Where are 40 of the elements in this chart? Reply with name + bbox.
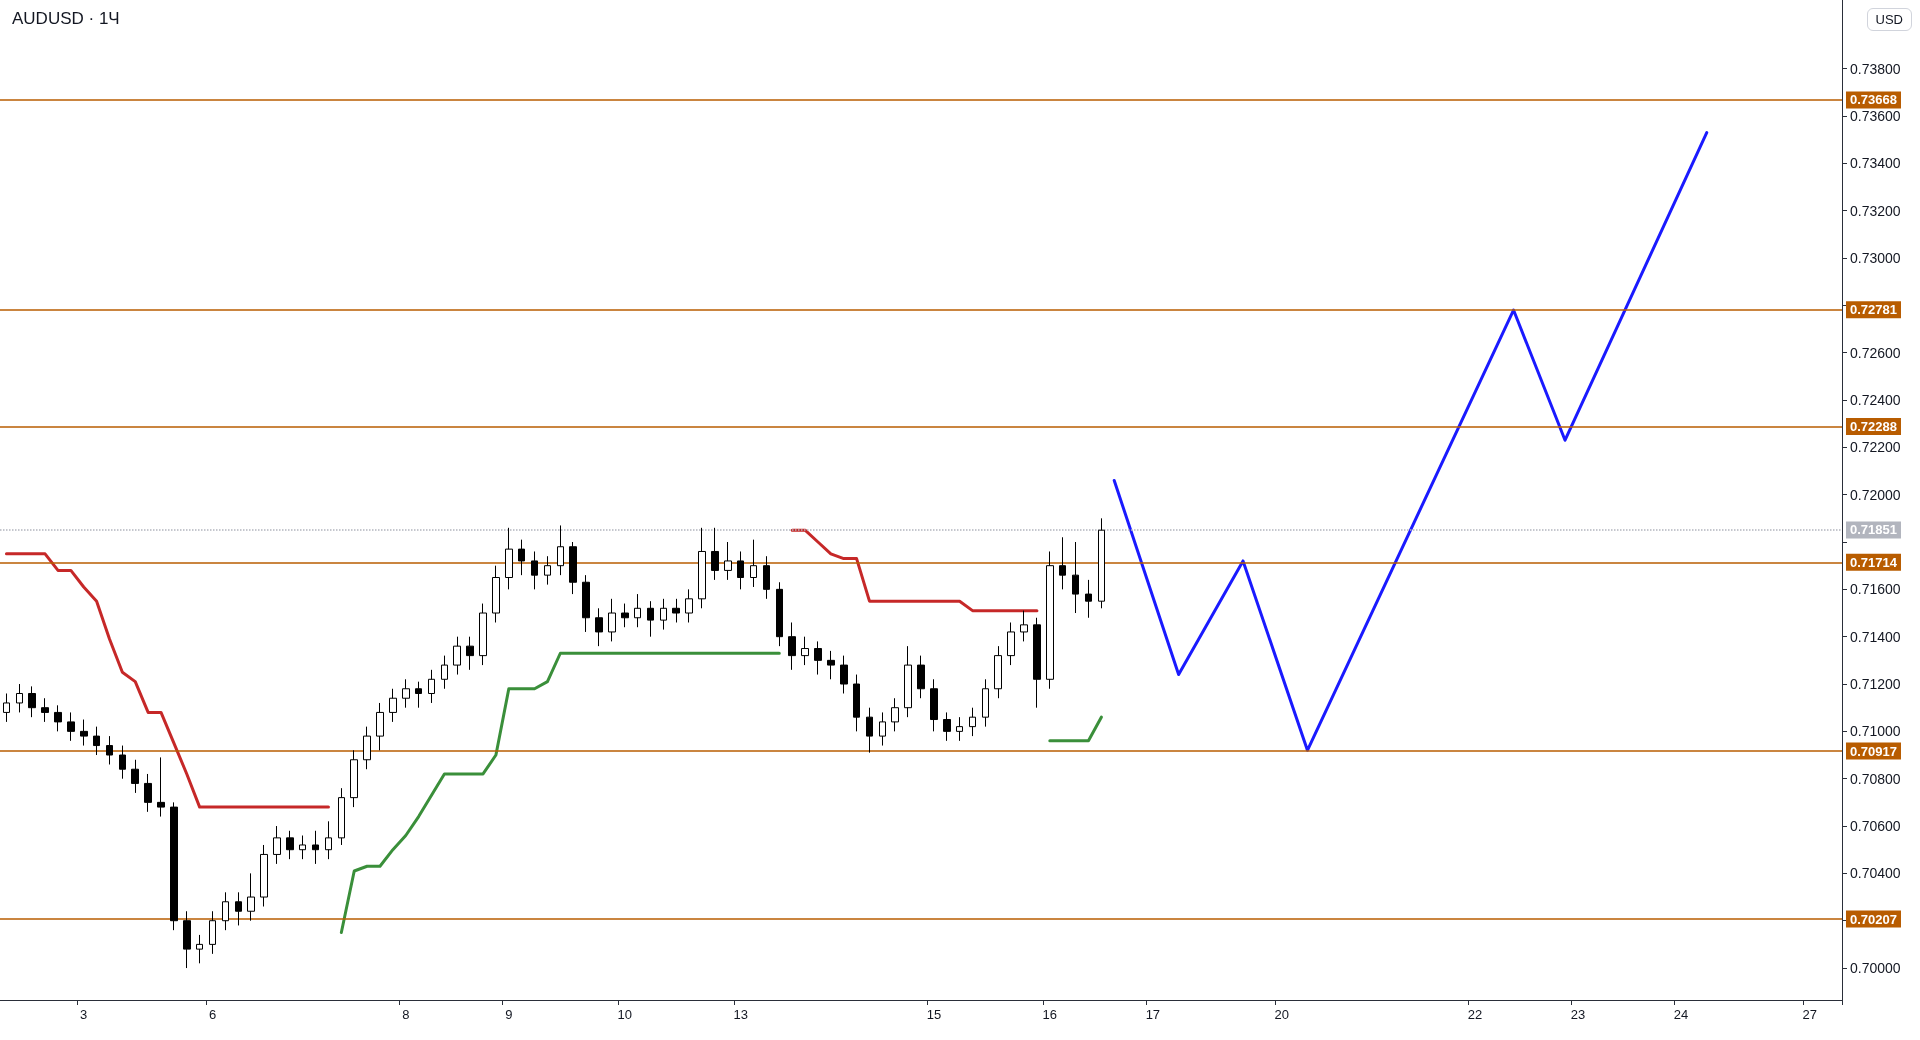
y-tick-label: 0.71600 xyxy=(1850,581,1901,598)
y-tick-label: 0.71200 xyxy=(1850,676,1901,693)
ref-line-label: 0.72781 xyxy=(1850,302,1897,318)
x-tick-label: 15 xyxy=(926,1007,942,1022)
y-tick-label: 0.73400 xyxy=(1850,155,1901,172)
x-tick-label: 6 xyxy=(208,1007,217,1022)
y-tick-label: 0.71400 xyxy=(1850,628,1901,645)
x-tick-label: 9 xyxy=(505,1007,513,1022)
y-tick-label: 0.70600 xyxy=(1850,818,1901,835)
y-tick-label: 0.70000 xyxy=(1850,960,1901,977)
x-tick-label: 16 xyxy=(1042,1007,1058,1022)
y-tick-label: 0.71000 xyxy=(1850,723,1901,740)
ref-line-label: 0.71714 xyxy=(1850,554,1898,570)
y-tick-label: 0.73600 xyxy=(1850,107,1901,124)
ref-line-label: 0.70917 xyxy=(1850,743,1897,759)
x-tick-label: 27 xyxy=(1802,1007,1818,1022)
y-tick-label: 0.70400 xyxy=(1850,865,1901,882)
y-tick-label: 0.73200 xyxy=(1850,202,1901,219)
ref-line-label: 0.73668 xyxy=(1850,92,1897,108)
y-tick-label: 0.72200 xyxy=(1850,439,1901,456)
ref-line-label: 0.71851 xyxy=(1850,522,1897,538)
x-tick-label: 22 xyxy=(1467,1007,1483,1022)
y-tick-label: 0.72000 xyxy=(1850,486,1901,503)
x-tick-label: 17 xyxy=(1145,1007,1161,1022)
text: USD xyxy=(1866,8,1912,31)
y-tick-label: 0.72400 xyxy=(1850,392,1901,408)
ref-line-label: 0.72288 xyxy=(1850,419,1897,435)
x-tick-label: 24 xyxy=(1673,1007,1689,1022)
y-tick-label: 0.73000 xyxy=(1850,249,1901,266)
x-tick-label: 10 xyxy=(617,1007,632,1022)
ref-line-label: 0.70207 xyxy=(1850,911,1897,927)
x-tick-label: 8 xyxy=(402,1007,410,1022)
x-tick-label: 13 xyxy=(733,1007,748,1022)
x-tick-label: 23 xyxy=(1570,1007,1586,1022)
x-tick-label: 20 xyxy=(1274,1007,1289,1022)
text: AUDUSD · 1Ч xyxy=(12,9,120,28)
x-tick-label: 3 xyxy=(80,1007,88,1022)
y-tick-label: 0.70800 xyxy=(1850,770,1901,787)
y-tick-label: 0.72600 xyxy=(1850,344,1901,361)
y-tick-label: 0.73800 xyxy=(1850,60,1901,77)
